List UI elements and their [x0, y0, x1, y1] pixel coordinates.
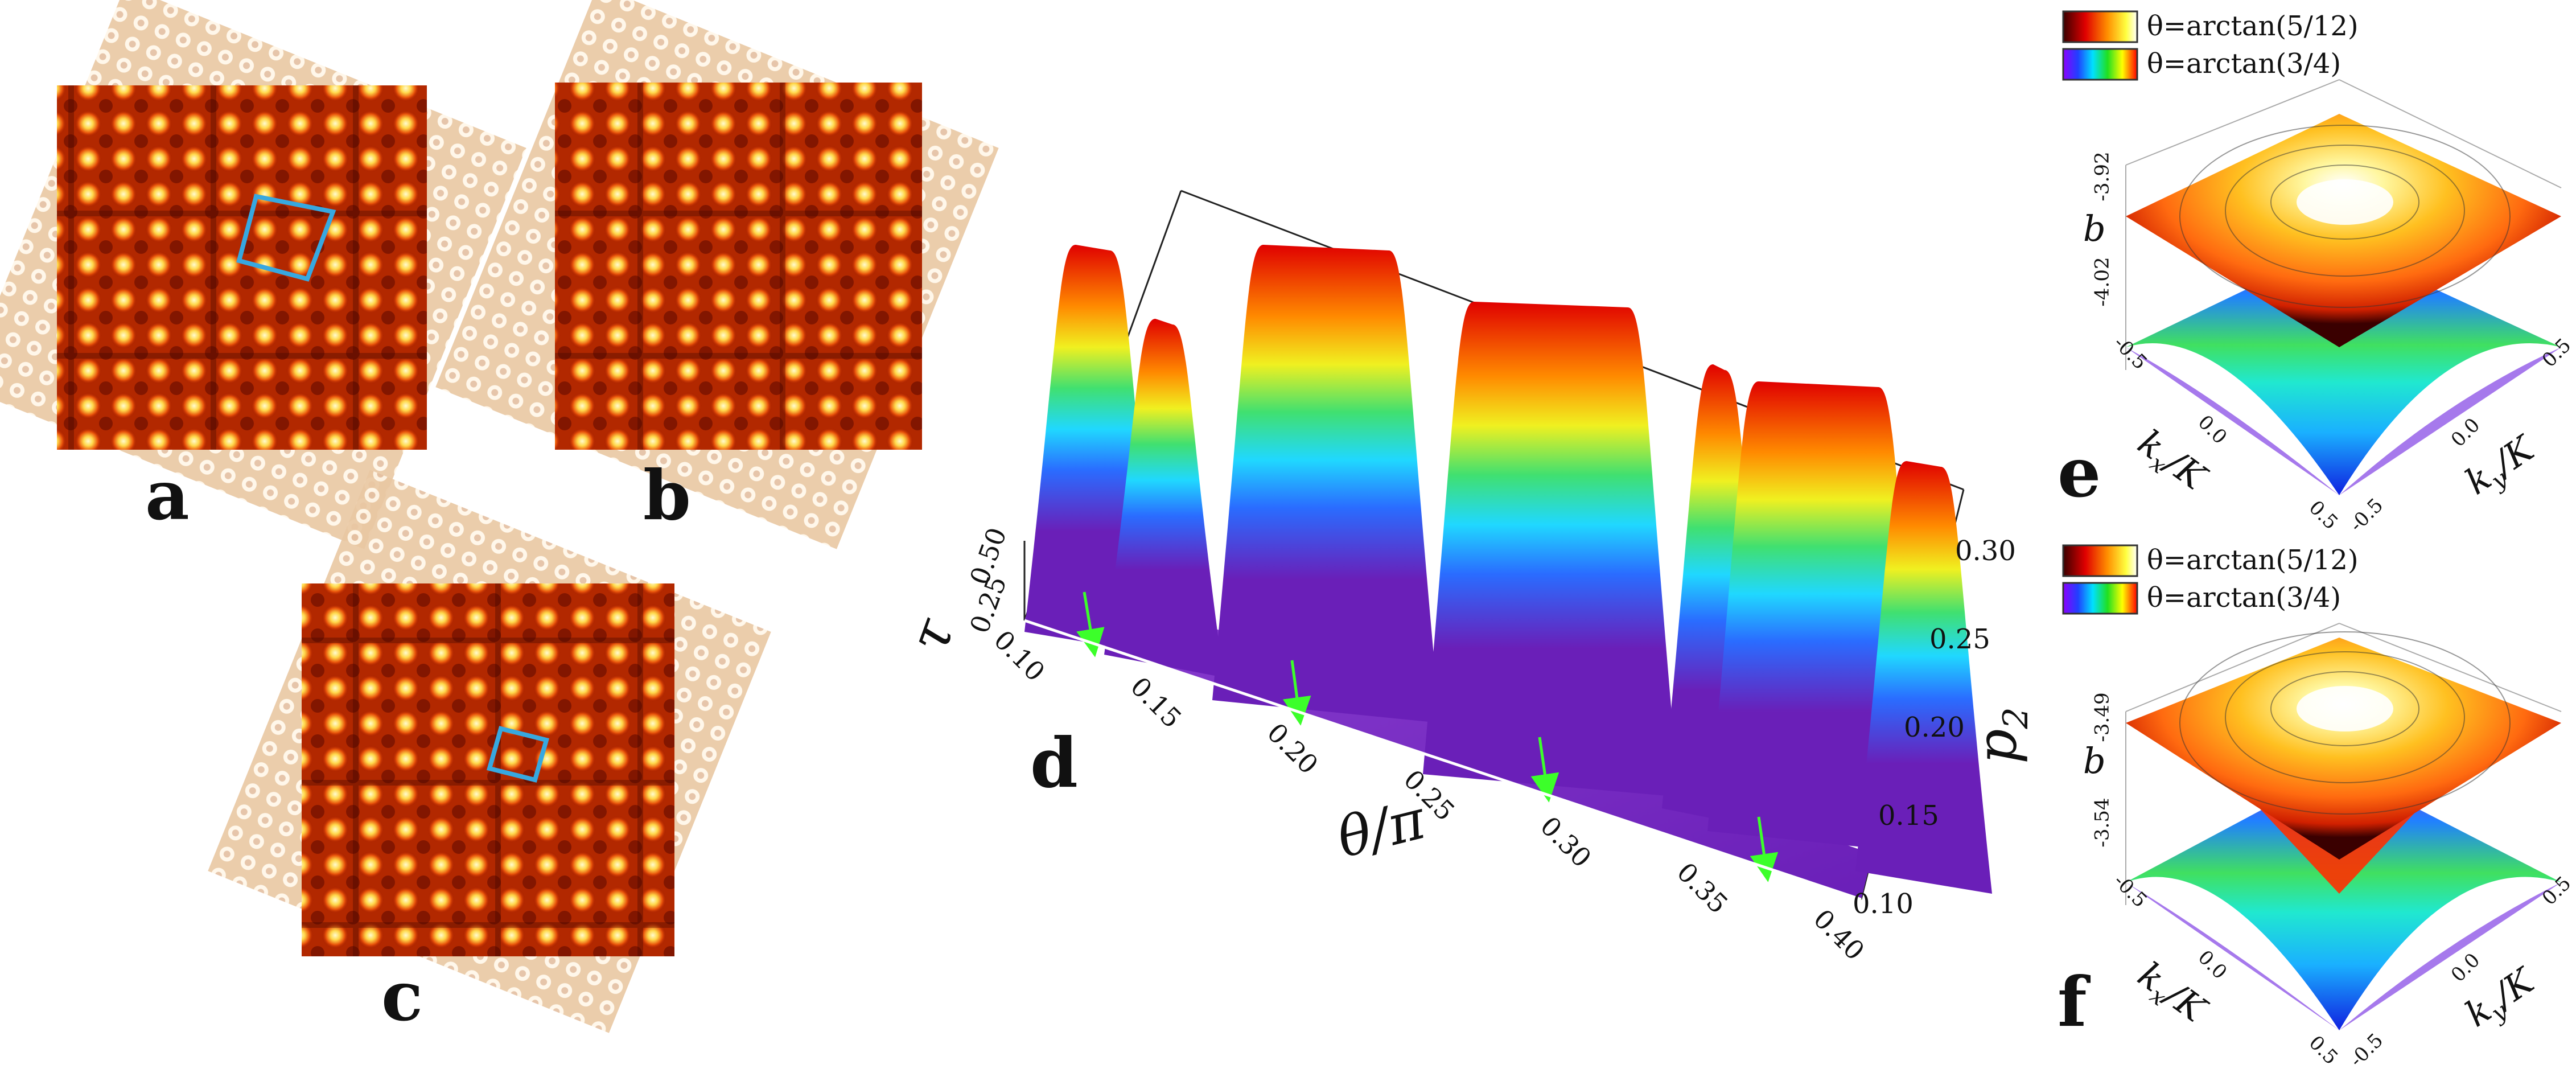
- panel-e-band-plot: [2125, 79, 2562, 495]
- legend-label-hot: θ=arctan(5/12): [2147, 10, 2359, 42]
- surface-ridge: [1104, 319, 1224, 677]
- y-tick: 0.20: [1904, 712, 1965, 743]
- legend-label-rainbow: θ=arctan(3/4): [2147, 582, 2342, 614]
- legend-swatch-rainbow: [2062, 582, 2138, 615]
- legend-label-rainbow: θ=arctan(3/4): [2147, 48, 2342, 80]
- panel-label-a: a: [145, 455, 190, 536]
- panel-label-c: c: [381, 956, 423, 1037]
- marker-arrows: [1076, 591, 1779, 882]
- y-tick: 0.25: [1929, 623, 1990, 655]
- unit-cell-outline: [487, 726, 549, 783]
- surface-ridge: [1212, 245, 1440, 723]
- legend-swatch-rainbow: [2062, 48, 2138, 81]
- z-tick: -3.49: [2091, 692, 2114, 742]
- y-tick: 0.10: [1853, 888, 1914, 920]
- panel-label-e: e: [2057, 433, 2101, 513]
- panel-f-band-plot: [2125, 623, 2562, 1030]
- y-tick: 0.15: [1878, 800, 1939, 832]
- panel-label-b: b: [643, 455, 691, 536]
- unit-cell-outline: [236, 194, 336, 282]
- panel-label-d: d: [1030, 723, 1078, 803]
- z-tick: -3.92: [2091, 151, 2114, 202]
- z-tick: -4.02: [2091, 257, 2114, 307]
- surface-ridge: [1423, 302, 1679, 797]
- panel-d-surface-plot: [1023, 190, 1992, 901]
- axis-label-p2: p2: [1965, 707, 2036, 764]
- axis-label-b: b: [2083, 740, 2106, 782]
- panel-label-f: f: [2057, 962, 2087, 1042]
- y-tick: 0.30: [1955, 535, 2016, 567]
- panel-c-moire: [208, 470, 771, 1033]
- z-tick: -3.54: [2091, 798, 2114, 848]
- legend-swatch-hot: [2062, 10, 2138, 43]
- surface-ridge: [1855, 461, 1992, 894]
- axis-label-b: b: [2083, 208, 2106, 249]
- panel-a-moire: [0, 0, 526, 549]
- panel-b-moire: [435, 0, 999, 549]
- legend-label-hot: θ=arctan(5/12): [2147, 544, 2359, 576]
- legend-swatch-hot: [2062, 544, 2138, 577]
